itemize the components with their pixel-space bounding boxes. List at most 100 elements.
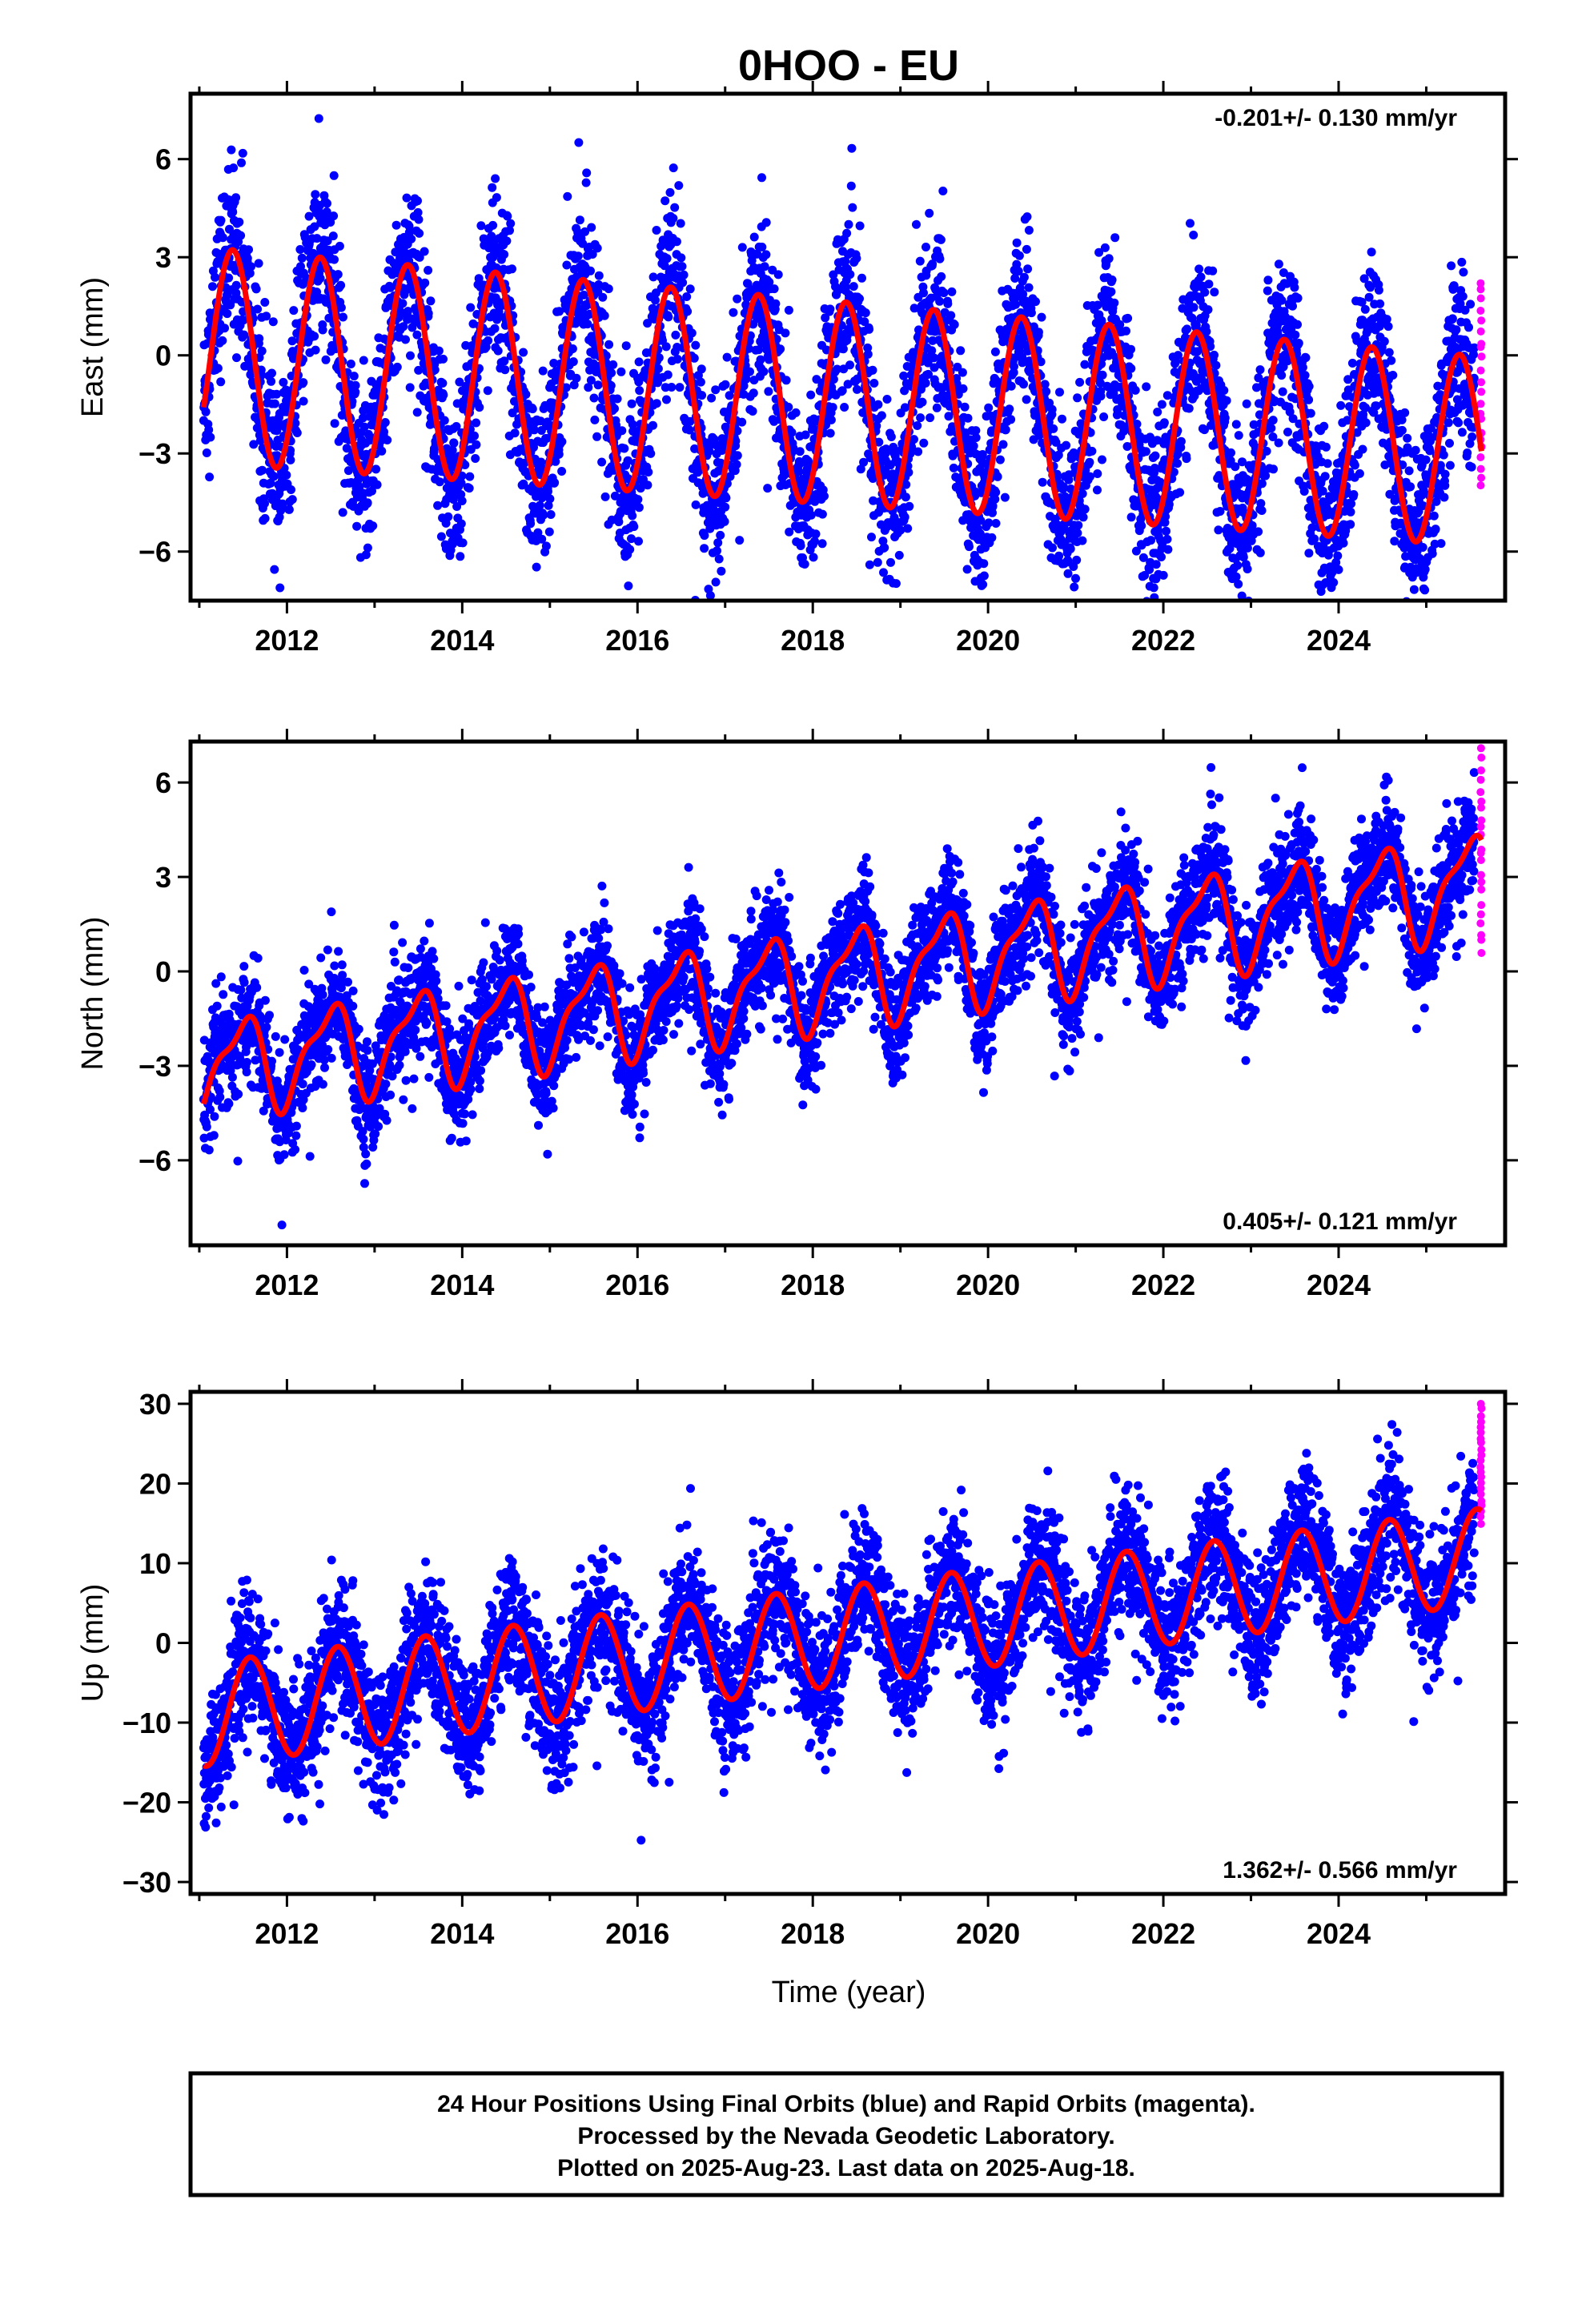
final-orbit-point — [287, 336, 297, 346]
final-orbit-point — [709, 435, 719, 444]
final-orbit-point — [919, 288, 928, 298]
final-orbit-point — [987, 533, 997, 542]
final-orbit-point — [924, 369, 933, 379]
final-orbit-point — [1196, 272, 1206, 282]
final-orbit-point — [413, 196, 422, 206]
final-orbit-point — [841, 256, 850, 266]
final-orbit-point — [1384, 348, 1394, 357]
final-orbit-point — [470, 431, 479, 440]
final-orbit-point — [1208, 266, 1218, 275]
final-orbit-point — [1034, 328, 1043, 337]
final-orbit-point — [500, 356, 509, 366]
final-orbit-point — [627, 399, 636, 408]
final-orbit-point — [903, 524, 913, 533]
final-orbit-point — [414, 365, 424, 375]
final-orbit-point — [1012, 259, 1022, 269]
final-orbit-point — [998, 440, 1008, 449]
final-orbit-point — [1122, 326, 1130, 336]
final-orbit-point — [1132, 420, 1142, 428]
final-orbit-point — [1049, 424, 1058, 433]
final-orbit-point — [1001, 425, 1010, 435]
final-orbit-point — [1093, 485, 1102, 495]
final-orbit-point — [251, 284, 261, 294]
final-orbit-point — [438, 379, 448, 388]
final-orbit-point — [224, 273, 234, 283]
final-orbit-point — [757, 243, 767, 251]
final-orbit-point — [857, 273, 866, 283]
final-orbit-point — [1214, 525, 1223, 535]
final-orbit-point — [1323, 459, 1332, 468]
final-orbit-point — [733, 451, 742, 460]
final-orbit-point — [665, 187, 675, 197]
final-orbit-point — [1066, 544, 1075, 553]
final-orbit-point — [634, 377, 644, 387]
final-orbit-point — [739, 381, 749, 391]
final-orbit-point — [1311, 604, 1320, 613]
final-orbit-point — [546, 510, 556, 519]
final-orbit-point — [867, 533, 876, 542]
final-orbit-point — [1359, 274, 1369, 283]
final-orbit-point — [685, 425, 694, 435]
final-orbit-point — [433, 501, 443, 510]
final-orbit-point — [526, 519, 536, 529]
final-orbit-point — [625, 545, 635, 554]
final-orbit-point — [969, 441, 978, 451]
final-orbit-point — [978, 580, 988, 589]
final-orbit-point — [872, 421, 881, 431]
final-orbit-point — [338, 508, 347, 517]
final-orbit-point — [1361, 403, 1371, 412]
final-orbit-point — [1231, 420, 1241, 429]
final-orbit-point — [634, 537, 643, 546]
chart-title: 0HOO - EU — [738, 42, 959, 90]
final-orbit-point — [562, 260, 572, 270]
final-orbit-point — [891, 579, 901, 589]
final-orbit-point — [1130, 385, 1140, 395]
final-orbit-point — [904, 468, 913, 477]
final-orbit-point — [711, 385, 721, 395]
final-orbit-point — [1157, 400, 1166, 409]
final-orbit-point — [435, 477, 444, 487]
final-orbit-point — [1200, 287, 1210, 297]
final-orbit-point — [1080, 505, 1090, 514]
final-orbit-point — [1145, 565, 1154, 574]
final-orbit-point — [568, 357, 578, 367]
final-orbit-point — [720, 517, 729, 526]
final-orbit-point — [1257, 506, 1267, 515]
final-orbit-point — [359, 422, 369, 432]
final-orbit-point — [936, 235, 946, 244]
final-orbit-point — [1369, 408, 1379, 417]
final-orbit-point — [532, 562, 541, 572]
final-orbit-point — [696, 377, 705, 387]
final-orbit-point — [363, 638, 371, 647]
final-orbit-point — [634, 503, 644, 513]
final-orbit-point — [223, 309, 232, 319]
final-orbit-point — [856, 464, 865, 474]
final-orbit-point — [267, 368, 276, 378]
final-orbit-point — [744, 344, 753, 353]
final-orbit-point — [461, 381, 471, 391]
final-orbit-point — [1074, 521, 1083, 530]
final-orbit-point — [707, 393, 717, 403]
final-orbit-point — [336, 280, 346, 290]
final-orbit-point — [689, 353, 699, 363]
final-orbit-point — [1182, 454, 1191, 464]
final-orbit-point — [598, 292, 608, 302]
final-orbit-point — [935, 254, 945, 263]
final-orbit-point — [594, 271, 604, 280]
final-orbit-point — [616, 367, 626, 376]
final-orbit-point — [861, 308, 870, 318]
final-orbit-point — [993, 472, 1002, 481]
final-orbit-point — [610, 491, 620, 501]
final-orbit-point — [1142, 382, 1151, 392]
final-orbit-point — [1234, 431, 1243, 440]
final-orbit-point — [880, 543, 889, 553]
final-orbit-point — [493, 346, 503, 356]
final-orbit-point — [847, 143, 857, 153]
final-orbit-point — [398, 299, 408, 308]
final-orbit-point — [572, 373, 581, 383]
final-orbit-point — [329, 171, 339, 180]
final-orbit-point — [1023, 264, 1033, 274]
final-orbit-point — [754, 345, 764, 355]
final-orbit-point — [943, 299, 953, 308]
final-orbit-point — [852, 254, 861, 263]
